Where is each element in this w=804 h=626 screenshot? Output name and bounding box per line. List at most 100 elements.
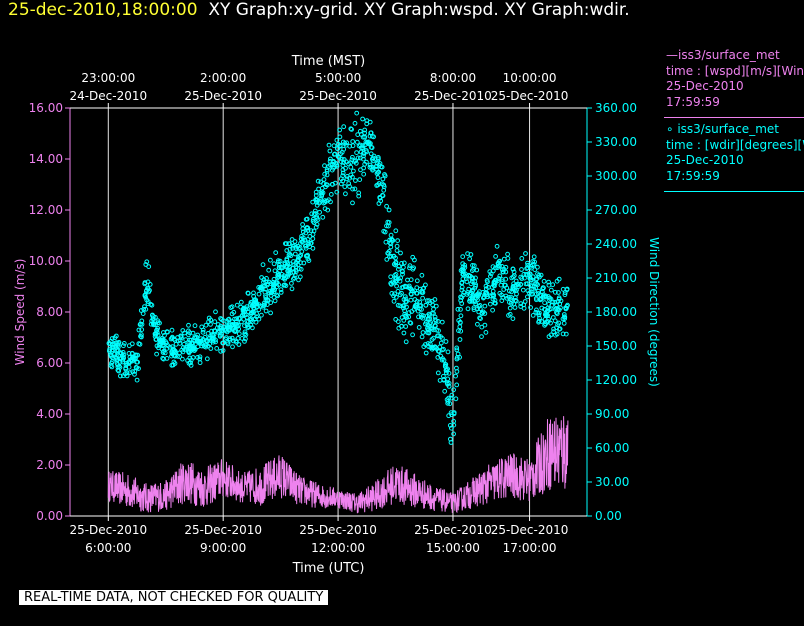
wind-direction-point [535, 264, 540, 270]
wind-direction-point [413, 304, 419, 310]
wind-direction-point [358, 155, 363, 161]
wind-direction-point [564, 303, 570, 309]
wind-direction-point [398, 275, 404, 281]
wind-direction-point [347, 143, 353, 149]
wind-direction-point [142, 280, 148, 286]
wind-direction-point [286, 252, 292, 258]
wind-direction-point [214, 346, 220, 351]
wind-direction-point [150, 313, 155, 318]
wind-direction-point [284, 241, 289, 247]
wind-direction-point [458, 307, 463, 312]
axes-layer: 0.00 2.00 4.00 6.00 8.00 10.00 12.00 14.00 16.00… [13, 54, 661, 576]
wind-direction-point [388, 244, 394, 250]
wind-direction-point [341, 157, 347, 162]
wind-direction-point [324, 172, 330, 178]
wind-direction-point [197, 360, 203, 366]
wind-direction-point [426, 344, 432, 349]
wind-direction-point [508, 297, 514, 302]
wind-direction-point [499, 279, 505, 285]
wind-direction-point [491, 282, 497, 288]
wind-direction-point [249, 303, 255, 309]
wind-direction-point [457, 324, 463, 330]
wind-direction-point [388, 274, 394, 280]
wind-direction-point [239, 336, 245, 341]
wind-direction-point [520, 287, 526, 293]
wind-direction-point [426, 330, 432, 336]
wind-direction-point [108, 363, 114, 369]
wind-direction-point [336, 154, 342, 160]
wind-direction-point [518, 301, 524, 307]
wind-direction-point [447, 401, 453, 407]
wind-direction-point [388, 232, 394, 238]
wind-direction-point [403, 284, 408, 289]
wind-direction-point [548, 296, 554, 302]
wind-direction-point [183, 337, 189, 343]
wind-direction-point [381, 228, 387, 234]
wind-direction-point [321, 200, 327, 206]
grid-layer [107, 108, 531, 516]
wind-direction-point [355, 132, 361, 138]
wind-direction-point [347, 184, 352, 189]
wind-direction-point [398, 250, 403, 256]
wind-direction-point [423, 302, 429, 308]
wind-direction-point [376, 201, 382, 206]
wind-direction-point [540, 286, 545, 292]
wind-direction-point [351, 168, 356, 174]
right-tick-label: 360.00 [595, 101, 637, 115]
wind-direction-point [279, 272, 285, 277]
wind-direction-point [463, 276, 469, 282]
wind-direction-point [118, 373, 123, 379]
wind-direction-point [148, 302, 154, 307]
wind-direction-point [180, 356, 185, 362]
wind-direction-point [377, 195, 383, 201]
wind-direction-point [236, 331, 242, 337]
wind-direction-point [261, 303, 267, 309]
wind-direction-point [495, 265, 501, 271]
wind-direction-point [299, 249, 305, 254]
wind-direction-point [403, 339, 409, 345]
wind-direction-point [551, 329, 556, 335]
wind-direction-point [556, 295, 562, 301]
wind-direction-point [188, 360, 193, 366]
wind-direction-point [186, 322, 191, 328]
wind-direction-point [203, 344, 209, 350]
wind-direction-point [458, 313, 464, 319]
wind-direction-point [355, 155, 361, 161]
wind-direction-point [129, 350, 135, 356]
wind-direction-point [154, 351, 160, 357]
wind-direction-point [356, 190, 362, 196]
wind-speed-layer [107, 416, 569, 514]
wind-direction-point [384, 257, 390, 262]
wind-direction-point [115, 364, 121, 370]
wind-direction-point [154, 330, 160, 335]
wind-direction-point [374, 171, 380, 177]
wind-direction-point [309, 211, 315, 217]
wind-direction-point [424, 313, 430, 319]
wind-direction-point [136, 366, 141, 372]
wind-direction-point [414, 302, 419, 308]
wind-direction-point [486, 285, 491, 290]
wind-direction-point [460, 261, 466, 267]
wind-direction-point [350, 139, 356, 144]
wind-direction-point [560, 286, 566, 292]
wind-direction-point [263, 279, 269, 285]
wind-direction-point [563, 306, 569, 312]
wind-direction-point [382, 172, 387, 177]
wind-direction-point [244, 322, 250, 328]
wind-direction-point [387, 254, 392, 260]
wind-direction-point [292, 239, 298, 244]
wind-direction-point [192, 347, 198, 352]
wind-direction-point [374, 166, 379, 172]
top-tick-time: 5:00:00 [315, 71, 361, 85]
wind-direction-point [443, 339, 449, 344]
wind-direction-point [367, 133, 373, 139]
wind-direction-point [116, 342, 121, 348]
wind-direction-point [512, 298, 518, 303]
wind-direction-point [340, 173, 346, 179]
wind-direction-point [442, 388, 448, 394]
wind-direction-point [242, 323, 247, 329]
right-tick-label: 270.00 [595, 203, 637, 217]
wind-direction-point [306, 258, 312, 264]
wind-direction-point [142, 292, 148, 298]
wind-direction-point [118, 355, 124, 361]
